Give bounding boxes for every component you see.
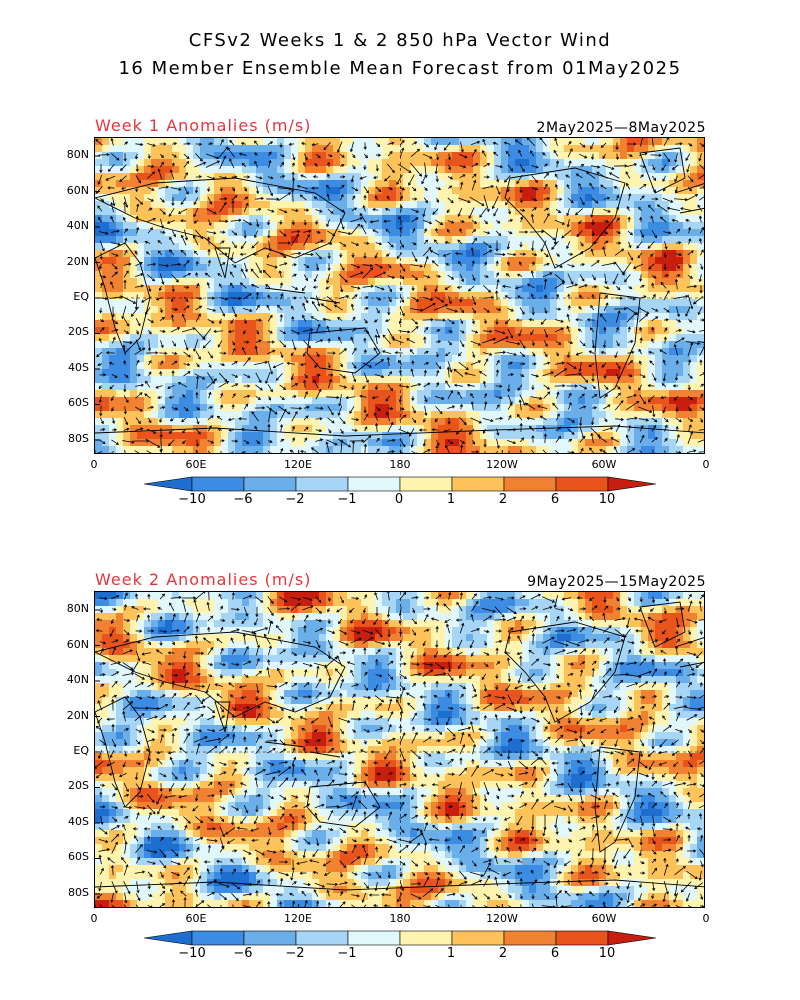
axis-tick-marks — [95, 609, 605, 907]
colorbar-swatch — [191, 930, 245, 946]
week1-panel: Week 1 Anomalies (m/s) 2May2025—8May2025… — [66, 116, 710, 507]
week1-date-range: 2May2025—8May2025 — [536, 120, 706, 136]
lat-tick: 20S — [68, 325, 89, 338]
coastlines — [95, 601, 704, 891]
wind-vectors — [95, 138, 704, 453]
colorbar-label: −10 — [178, 946, 206, 961]
lat-tick: EQ — [73, 290, 89, 303]
colorbar-swatches — [143, 930, 657, 946]
lat-tick: 80S — [68, 886, 89, 899]
colorbar-swatch — [399, 930, 453, 946]
lon-tick: 0 — [90, 912, 98, 925]
colorbar-swatch — [243, 930, 297, 946]
week2-colorbar: −10 −6 −2 −1 0 1 2 6 10 — [140, 930, 660, 970]
lat-tick: 20N — [66, 255, 89, 268]
week2-map-canvas — [95, 592, 704, 907]
lon-tick: 120E — [284, 912, 312, 925]
week2-anomaly-map — [94, 591, 705, 908]
colorbar-label: 0 — [394, 492, 404, 507]
week1-label: Week 1 Anomalies (m/s) — [95, 116, 312, 135]
lat-tick: 60S — [68, 850, 89, 863]
anomaly-shading — [95, 138, 704, 453]
colorbar-end-right — [607, 476, 657, 492]
colorbar-label: 10 — [598, 492, 616, 507]
colorbar-label: −6 — [233, 946, 253, 961]
colorbar-end-left — [143, 930, 193, 946]
lon-tick: 60E — [185, 458, 207, 471]
colorbar-label: −1 — [337, 492, 357, 507]
lon-tick: 60E — [185, 912, 207, 925]
lat-tick: 40S — [68, 815, 89, 828]
colorbar-label: 1 — [446, 492, 456, 507]
lon-tick: 0 — [90, 458, 98, 471]
lon-tick: 120E — [284, 458, 312, 471]
lat-tick: 40N — [66, 673, 89, 686]
colorbar-label: 6 — [550, 946, 560, 961]
colorbar-label: −10 — [178, 492, 206, 507]
figure-title-line-1: CFSv2 Weeks 1 & 2 850 hPa Vector Wind — [188, 30, 612, 51]
colorbar-label: −2 — [285, 946, 305, 961]
colorbar-swatch — [503, 930, 557, 946]
colorbar-end-right — [607, 930, 657, 946]
lat-tick: 40N — [66, 219, 89, 232]
lat-tick: 20N — [66, 709, 89, 722]
colorbar-label: 10 — [598, 946, 616, 961]
lat-tick: 80N — [66, 148, 89, 161]
week1-colorbar: −10 −6 −2 −1 0 1 2 6 10 — [140, 476, 660, 516]
lon-tick: 120W — [486, 912, 518, 925]
lat-tick: 60N — [66, 638, 89, 651]
week2-label: Week 2 Anomalies (m/s) — [95, 570, 312, 589]
lon-tick: 0 — [702, 458, 710, 471]
lon-tick: 0 — [702, 912, 710, 925]
lat-tick: 80N — [66, 602, 89, 615]
colorbar-label: 2 — [498, 492, 508, 507]
lon-tick: 60W — [591, 458, 617, 471]
week1-anomaly-map — [94, 137, 705, 454]
colorbar-label: −1 — [337, 946, 357, 961]
lon-tick: 60W — [591, 912, 617, 925]
coastlines — [95, 147, 704, 437]
colorbar-label: −2 — [285, 492, 305, 507]
axis-tick-marks — [95, 155, 605, 453]
colorbar-swatch — [451, 930, 505, 946]
colorbar-label: −6 — [233, 492, 253, 507]
lat-tick: 60S — [68, 396, 89, 409]
colorbar-label: 6 — [550, 492, 560, 507]
colorbar-label: 0 — [394, 946, 404, 961]
lat-tick: 60N — [66, 184, 89, 197]
colorbar-swatch — [295, 930, 349, 946]
colorbar-label: 1 — [446, 946, 456, 961]
lon-tick: 180 — [389, 912, 411, 925]
colorbar-swatch — [347, 930, 401, 946]
colorbar-label: 2 — [498, 946, 508, 961]
lat-tick: EQ — [73, 744, 89, 757]
lat-tick: 20S — [68, 779, 89, 792]
wind-vectors — [95, 592, 704, 907]
colorbar-swatch — [555, 930, 609, 946]
figure-title-line-2: 16 Member Ensemble Mean Forecast from 01… — [118, 58, 682, 79]
colorbar-swatches — [143, 476, 657, 492]
lat-tick: 80S — [68, 432, 89, 445]
lon-tick: 120W — [486, 458, 518, 471]
week1-map-canvas — [95, 138, 704, 453]
week2-date-range: 9May2025—15May2025 — [527, 574, 706, 590]
lon-tick: 180 — [389, 458, 411, 471]
lat-tick: 40S — [68, 361, 89, 374]
